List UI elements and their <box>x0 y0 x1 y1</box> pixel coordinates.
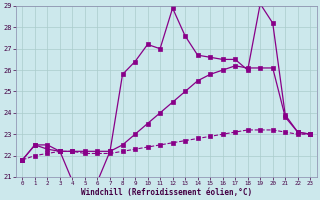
X-axis label: Windchill (Refroidissement éolien,°C): Windchill (Refroidissement éolien,°C) <box>81 188 252 197</box>
